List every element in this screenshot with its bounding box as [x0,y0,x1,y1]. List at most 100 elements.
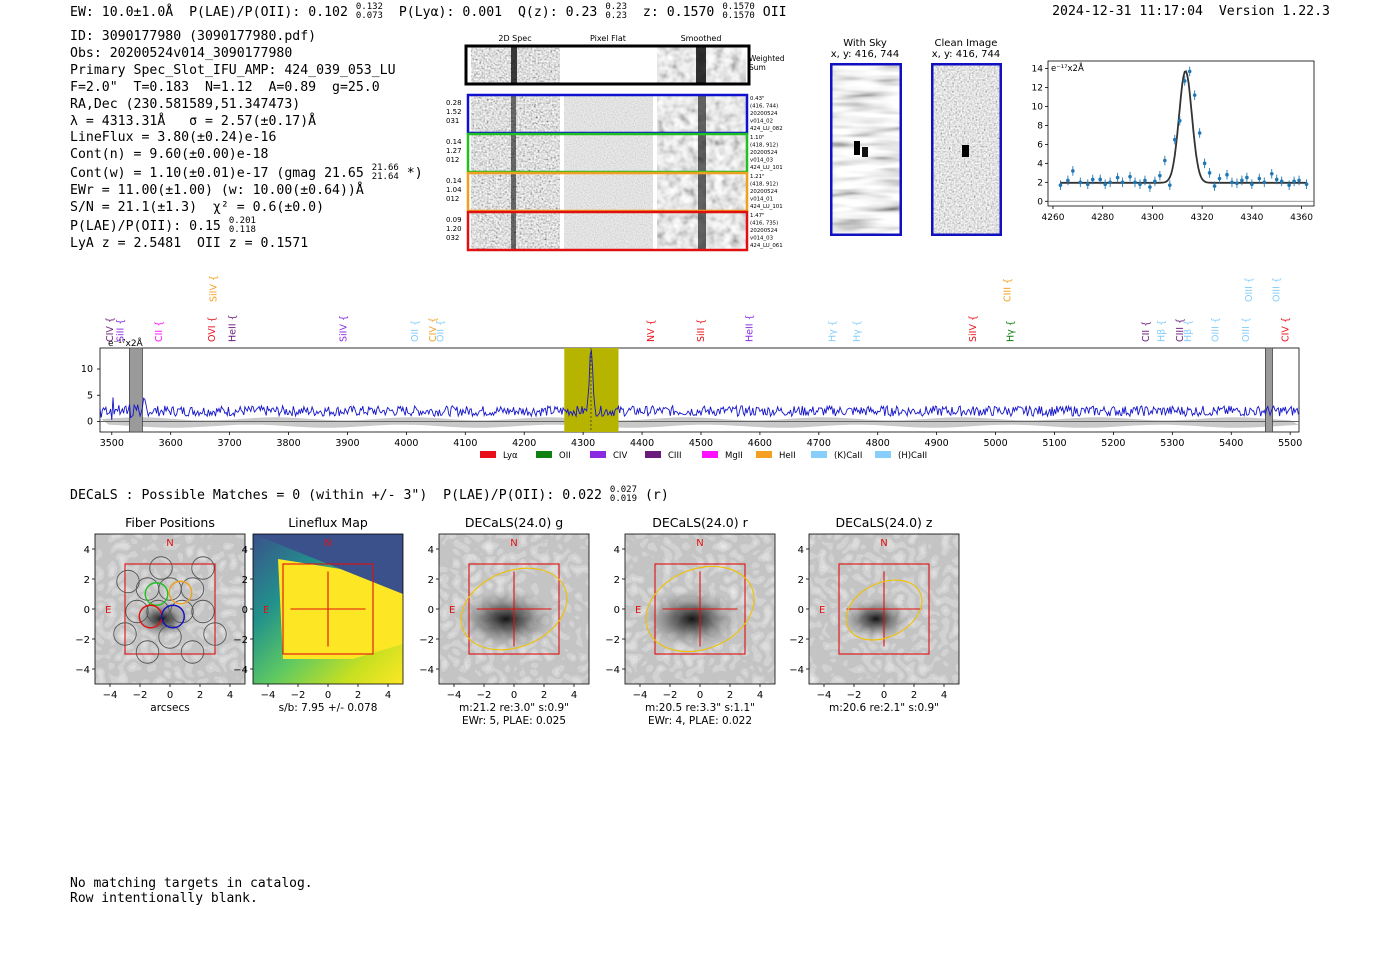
decals-y-tick-label: −2 [233,635,248,646]
zoom-data-point [1103,182,1107,187]
decals-y-tick-label: −2 [419,635,434,646]
spectral-line-label: Hβ { [1157,320,1168,342]
fiber-circle [135,640,160,664]
decals-panels: Fiber Positions N E −4 −4 −2 −2 0 0 2 2 4 4 arcsecs Li… [75,515,960,727]
masked-region [1265,347,1273,433]
info-contw: Cont(w) = 1.10(±0.01)e-17 (gmag 21.65 21… [70,163,423,183]
info-contn: Cont(n) = 9.60(±0.00)e-18 [70,147,269,163]
zoom-y-tick-label: 4 [1037,159,1043,169]
cutout-row-right-label: 20200524 [750,189,778,195]
decals-x-tick-label: 4 [941,690,947,701]
zoom-data-point [1225,172,1229,177]
spectral-line-label: CIV { [428,317,439,342]
info-fwhm: F=2.0" T=0.183 N=1.12 A=0.89 g=25.0 [70,79,380,95]
cutout-row-left-label: 0.09 [446,216,462,224]
compass-north: N [166,538,173,549]
spectrum-x-tick-label: 3600 [159,438,183,449]
aperture-box [838,563,930,655]
cutout-row-left-label: 1.52 [446,108,462,116]
zoom-data-point [1133,180,1137,185]
spectrum-noise-band [100,417,1299,428]
decals-y-tick-label: 2 [614,575,620,586]
catalog-note: No matching targets in catalog. Row inten… [70,876,313,906]
zoom-x-tick-label: 4260 [1042,213,1065,223]
cutout-row-left-label: 032 [446,234,459,242]
spectral-line-label: CIII { [1175,318,1186,342]
plae-label: P(LAE)/P(OII): [189,5,301,20]
zoom-data-point [1245,175,1249,180]
with-sky-title: With Sky x, y: 416, 744 [830,38,900,60]
spectrum-x-tick-label: 5200 [1101,438,1125,449]
spectrum-y-tick-label: 5 [87,390,93,401]
zoom-data-point [1250,182,1254,187]
info-plae: P(LAE)/P(OII): 0.15 0.201 0.118 [70,215,256,235]
masked-region [129,347,143,433]
weighted-sum-row: Weighted Sum [464,44,785,86]
spectral-line-label: SiII { [116,319,127,342]
zoom-data-point [1058,183,1063,187]
spectral-line-label: OIII { [1241,317,1252,342]
spectral-line-label: Hγ { [827,320,838,342]
cutout-row-right-label: (416, 735) [750,221,778,227]
fiber-circle [113,622,137,646]
decals-x-tick-label: −2 [133,690,148,701]
zoom-y-tick-label: 6 [1037,140,1043,150]
decals-y-tick-label: 4 [614,545,620,556]
decals-caption: m:20.6 re:2.1" s:0.9" [829,702,939,714]
selected-fiber [161,604,185,629]
cutout-row-left-label: 0.14 [446,138,462,146]
fiber-circle [125,599,149,624]
spectral-line-label: Hβ { [1183,320,1194,342]
decals-y-tick-label: 2 [84,575,90,586]
decals-x-tick-label: 4 [757,690,763,701]
decals-x-tick-label: 2 [541,690,547,701]
cutout-row-left-label: 1.27 [446,147,462,155]
fiber-circle [191,556,215,580]
info-lya-z: LyA z = 2.5481 OII z = 0.1571 [70,235,309,251]
decals-y-tick-label: 4 [428,545,434,556]
zoom-data-point [1197,131,1202,135]
spectrum-x-tick-label: 3900 [335,438,359,449]
decals-x-tick-label: −2 [663,690,678,701]
ew-value: EW: 10.0±1.0Å [70,5,174,20]
spectrum-x-tick-label: 3700 [218,438,242,449]
spectral-line-label: OIII { [1272,277,1283,302]
spectral-line-label: HeII { [744,314,755,342]
zoom-data-point [1304,182,1309,187]
cutout-row-right-label: (418, 912) [750,182,778,188]
cutout-row-right-label: 20200524 [750,150,778,156]
zoom-x-tick-label: 4300 [1141,213,1164,223]
spectral-line-label: CII { [154,321,165,342]
decals-x-tick-label: 0 [325,690,331,701]
zoom-data-point [1257,176,1262,181]
cutout-row-left-label: 012 [446,195,459,203]
zoom-data-point [1143,178,1147,183]
zoom-data-point [1230,180,1234,185]
spectral-line-label: SiIV { [338,315,349,342]
zoom-data-point [1217,176,1222,181]
info-lambda: λ = 4313.31Å σ = 2.57(±0.17)Å [70,113,317,129]
plya-value: P(Lyα): 0.001 [398,5,503,20]
zoom-y-tick-label: 0 [1037,197,1043,207]
zoom-ylabel: e⁻¹⁷x2Å [1051,62,1084,74]
source-ellipse [460,567,568,651]
compass-north: N [510,538,517,549]
source-ellipse [845,579,923,641]
decals-x-tick-label: −2 [291,690,306,701]
version: Version 1.22.3 [1218,4,1330,19]
decals-y-tick-label: 4 [242,545,248,556]
spectrum-x-tick-label: 5100 [1042,438,1066,449]
headline: EW: 10.0±1.0Å P(LAE)/P(OII): 0.102 0.132… [70,3,787,21]
cutout-row-frame [466,210,749,252]
decals-panel-title: DECaLS(24.0) r [652,515,748,530]
decals-y-tick-label: −4 [75,665,90,676]
zoom-data-point [1192,93,1197,97]
cutout-row-right-label: 0.43" [750,96,764,102]
spectral-line-label: SiII { [696,319,707,342]
aperture-box [282,563,374,655]
selected-fiber [144,582,169,606]
zoom-data-point [1163,158,1167,163]
